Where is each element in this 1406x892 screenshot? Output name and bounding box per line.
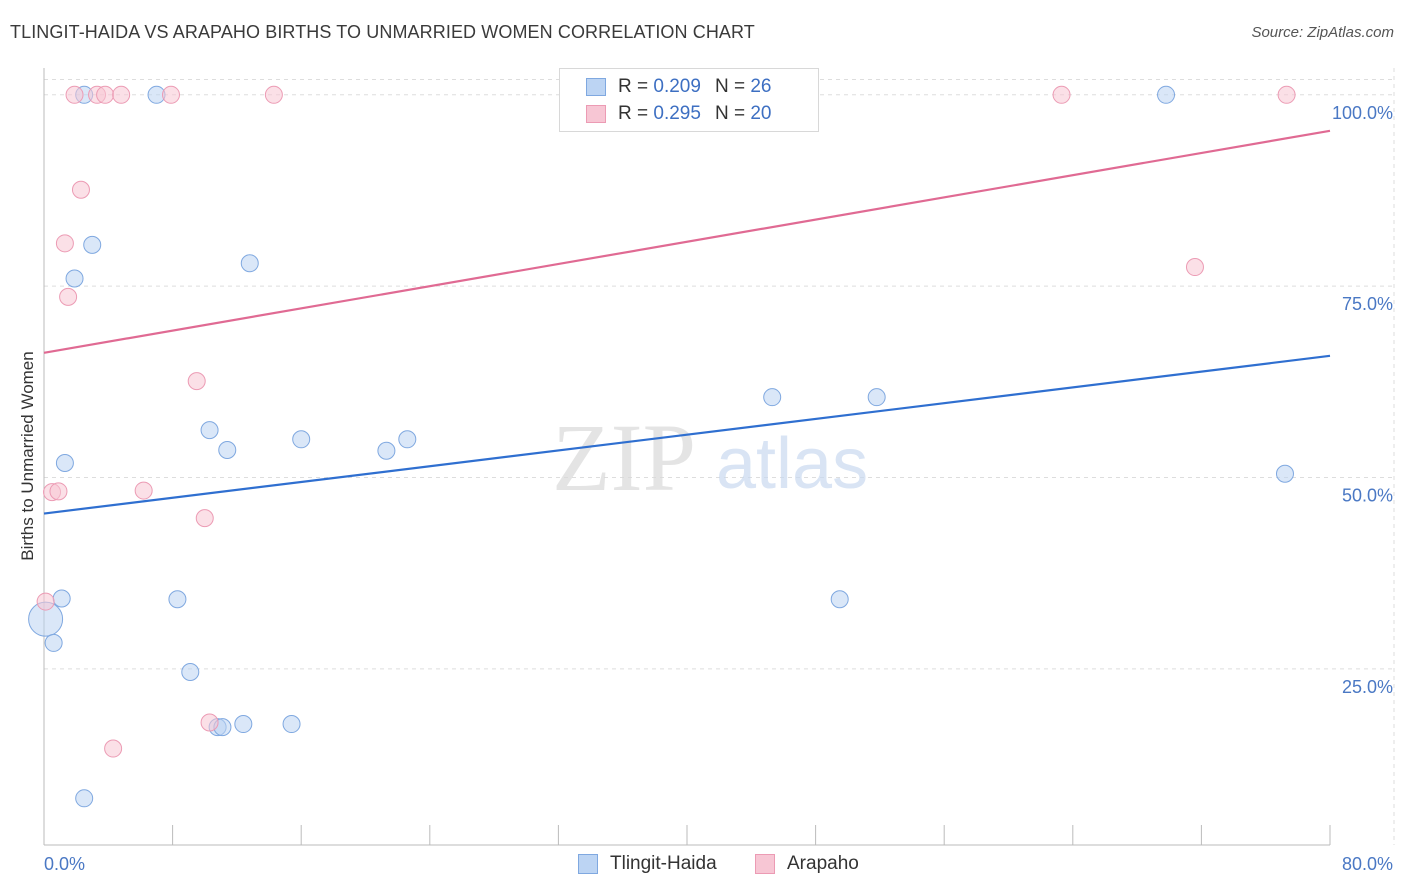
legend-r-label: R =: [618, 103, 649, 124]
y-tick-label: 50.0%: [1342, 486, 1393, 506]
legend-r-value: 0.209: [653, 76, 701, 97]
data-point-blue: [377, 441, 396, 460]
legend-swatch-pink: [586, 105, 606, 123]
data-point-blue: [44, 633, 63, 652]
data-point-blue: [240, 254, 259, 273]
data-points: [28, 85, 1296, 808]
data-point-pink: [195, 509, 214, 528]
series-legend-arapaho: Arapaho: [755, 852, 859, 876]
data-point-pink: [55, 234, 74, 253]
series-name: Arapaho: [787, 853, 859, 874]
legend-n-value: 26: [750, 76, 772, 97]
data-point-pink: [71, 180, 90, 199]
data-point-blue: [218, 441, 237, 460]
data-point-blue: [234, 715, 253, 734]
trend-line-blue: [43, 354, 1331, 515]
trend-lines: [43, 129, 1331, 515]
data-point-blue: [200, 421, 219, 440]
x-tick-label-min: 0.0%: [44, 854, 85, 874]
legend-r-label: R =: [618, 76, 649, 97]
tick-labels: 25.0% 50.0% 75.0% 100.0% 0.0% 80.0%: [44, 103, 1393, 874]
data-point-pink: [264, 85, 283, 104]
legend-n-label: N =: [714, 76, 746, 97]
y-axis-label: Births to Unmarried Women: [18, 351, 37, 560]
data-point-blue: [168, 590, 187, 609]
legend-r-value: 0.295: [653, 103, 701, 124]
series-name: Tlingit-Haida: [610, 853, 717, 874]
axes: [43, 68, 1331, 846]
data-point-pink: [1277, 85, 1296, 104]
data-point-blue: [55, 454, 74, 473]
data-point-blue: [181, 662, 200, 681]
watermark-zip: ZIP: [552, 404, 696, 511]
stats-legend: R = 0.209 N = 26 R = 0.295 N = 20: [559, 68, 819, 132]
chart-title: TLINGIT-HAIDA VS ARAPAHO BIRTHS TO UNMAR…: [10, 22, 755, 42]
legend-n-label: N =: [714, 103, 746, 124]
y-tick-label: 25.0%: [1342, 677, 1393, 697]
source-credit: Source: ZipAtlas.com: [1251, 24, 1394, 41]
legend-row-tlingit-haida: R = 0.209 N = 26: [586, 75, 771, 99]
series-swatch-pink: [755, 854, 775, 874]
data-point-pink: [1185, 258, 1204, 277]
data-point-pink: [36, 592, 55, 611]
data-point-blue: [65, 269, 84, 288]
data-point-blue: [83, 235, 102, 254]
data-point-pink: [49, 482, 68, 501]
data-point-pink: [187, 372, 206, 391]
data-point-pink: [134, 481, 153, 500]
trend-line-pink: [43, 129, 1331, 354]
data-point-blue: [763, 388, 782, 407]
data-point-pink: [104, 739, 123, 758]
data-point-pink: [65, 85, 84, 104]
data-point-blue: [282, 715, 301, 734]
legend-row-arapaho: R = 0.295 N = 20: [586, 102, 771, 126]
data-point-blue: [398, 430, 417, 449]
data-point-pink: [112, 85, 131, 104]
data-point-blue: [1275, 464, 1294, 483]
watermark: ZIP atlas: [552, 404, 868, 511]
legend-swatch-blue: [586, 78, 606, 96]
data-point-pink: [200, 713, 219, 732]
data-point-blue: [75, 789, 94, 808]
x-tick-label-max: 80.0%: [1342, 854, 1393, 874]
y-tick-label: 75.0%: [1342, 294, 1393, 314]
series-legend-tlingit-haida: Tlingit-Haida: [578, 852, 717, 876]
data-point-blue: [867, 388, 886, 407]
data-point-pink: [161, 85, 180, 104]
data-point-blue: [52, 589, 71, 608]
watermark-atlas: atlas: [716, 424, 868, 504]
y-tick-label: 100.0%: [1332, 103, 1393, 123]
data-point-pink: [1052, 85, 1071, 104]
legend-n-value: 20: [750, 103, 772, 124]
data-point-blue: [292, 430, 311, 449]
data-point-pink: [96, 85, 115, 104]
data-point-pink: [59, 287, 78, 306]
series-swatch-blue: [578, 854, 598, 874]
data-point-blue: [1157, 85, 1176, 104]
data-point-blue: [830, 590, 849, 609]
